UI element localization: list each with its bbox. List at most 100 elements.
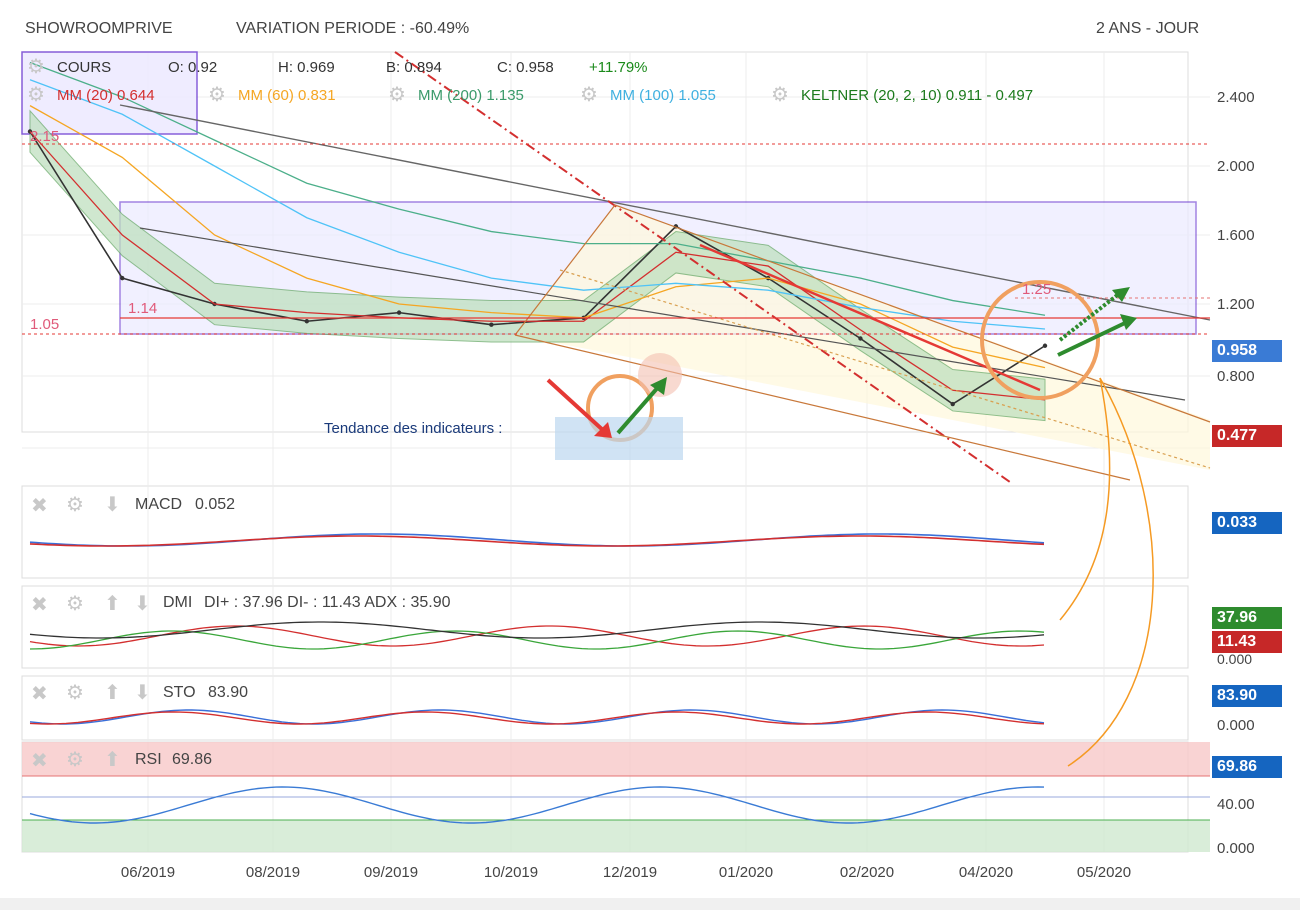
gear-icon[interactable]: ⚙ <box>66 682 84 704</box>
close-value: C: 0.958 <box>497 59 554 76</box>
arrow-down-icon[interactable]: ⬇ <box>134 682 151 704</box>
arrow-down-icon[interactable]: ⬇ <box>104 494 121 516</box>
close-icon[interactable]: ✖ <box>31 495 48 517</box>
gear-icon[interactable]: ⚙ <box>66 494 84 516</box>
y-tick: 0.000 <box>1217 717 1255 734</box>
channel-line <box>514 204 616 336</box>
open-value: O: 0.92 <box>168 59 218 76</box>
mm60-line <box>29 105 1046 369</box>
period-selector[interactable]: 2 ANS - JOUR <box>1096 20 1200 37</box>
y-tick: 2.000 <box>1217 158 1255 175</box>
sto-title: STO <box>163 684 196 701</box>
cours-label: COURS <box>57 59 112 76</box>
y-tick: 1.200 <box>1217 296 1255 313</box>
arrow-up-icon[interactable]: ⬆ <box>104 682 121 704</box>
data-point <box>1042 343 1048 348</box>
rsi-oversold-zone <box>22 820 1210 852</box>
panel-frame <box>21 675 1189 741</box>
data-point <box>950 401 955 407</box>
data-point <box>120 275 125 281</box>
green-arrow <box>1057 321 1126 357</box>
arrow-up-icon[interactable]: ⬆ <box>104 749 121 771</box>
rsi-line <box>29 786 1045 824</box>
channel-line <box>614 204 1211 423</box>
red-arrow <box>546 378 607 434</box>
rsi-value: 69.86 <box>172 751 213 768</box>
y-tick: 0.000 <box>1217 840 1255 857</box>
highlight-dot <box>638 353 682 397</box>
level-1-05: 1.05 <box>30 316 60 333</box>
macd-signal-line <box>29 535 1045 547</box>
macd-value: 0.052 <box>195 496 236 513</box>
adx-line <box>29 621 1045 639</box>
x-tick: 02/2020 <box>839 864 895 881</box>
gear-icon[interactable]: ⚙ <box>27 56 45 78</box>
sto-value: 83.90 <box>208 684 249 701</box>
bottom-bar <box>0 898 1300 910</box>
dmi-title: DMI <box>163 594 193 611</box>
di-plus-line <box>29 630 1045 650</box>
gear-icon[interactable]: ⚙ <box>580 84 598 106</box>
x-tick: 04/2020 <box>958 864 1014 881</box>
mm200-line <box>29 61 1046 316</box>
symbol-title: SHOWROOMPRIVE <box>25 20 173 37</box>
high-value: H: 0.969 <box>278 59 335 76</box>
mm20-line <box>29 131 1046 401</box>
sto-tag: 83.90 <box>1212 685 1282 707</box>
green-arrow-head <box>1112 287 1130 302</box>
green-arrow <box>1058 291 1122 342</box>
low-value: B: 0.894 <box>386 59 442 76</box>
rsi-title: RSI <box>135 751 162 768</box>
y-tick: 1.600 <box>1217 227 1255 244</box>
range-box <box>21 51 198 135</box>
arrow-down-icon[interactable]: ⬇ <box>134 593 151 615</box>
panel-frame <box>21 585 1189 669</box>
macd-tag: 0.033 <box>1212 512 1282 534</box>
close-icon[interactable]: ✖ <box>31 683 48 705</box>
resistance-dashed-line <box>394 51 1011 483</box>
sto-d-line <box>29 711 1045 725</box>
close-icon[interactable]: ✖ <box>31 750 48 772</box>
mm200-label: MM (200) 1.135 <box>418 87 524 104</box>
close-icon[interactable]: ✖ <box>31 594 48 616</box>
di-minus-line <box>29 625 1045 647</box>
trend-box <box>555 417 683 460</box>
panel-frame <box>21 485 1189 579</box>
highlight-circle <box>980 280 1100 400</box>
trend-line <box>139 227 1186 401</box>
level-2-15: 2.15 <box>30 128 60 145</box>
change-value: +11.79% <box>589 59 648 76</box>
keltner-low-tag: 0.477 <box>1212 425 1282 447</box>
last-price-tag: 0.958 <box>1212 340 1282 362</box>
x-tick: 09/2019 <box>363 864 419 881</box>
y-tick: 40.00 <box>1217 796 1255 813</box>
x-tick: 05/2020 <box>1076 864 1132 881</box>
x-tick: 12/2019 <box>602 864 658 881</box>
x-tick: 06/2019 <box>120 864 176 881</box>
keltner-band <box>29 109 1046 422</box>
arrow-up-icon[interactable]: ⬆ <box>104 593 121 615</box>
gear-icon[interactable]: ⚙ <box>208 84 226 106</box>
annotation-arrow <box>1059 377 1111 621</box>
mm60-label: MM (60) 0.831 <box>238 87 336 104</box>
gear-icon[interactable]: ⚙ <box>771 84 789 106</box>
channel-line <box>514 334 1131 481</box>
gear-icon[interactable]: ⚙ <box>66 749 84 771</box>
data-point <box>304 319 310 324</box>
data-point <box>396 310 402 315</box>
rsi-tag: 69.86 <box>1212 756 1282 778</box>
gear-icon[interactable]: ⚙ <box>66 593 84 615</box>
gear-icon[interactable]: ⚙ <box>27 84 45 106</box>
sto-k-line <box>29 709 1045 725</box>
mm100-label: MM (100) 1.055 <box>610 87 716 104</box>
dmi-values: DI+ : 37.96 DI- : 11.43 ADX : 35.90 <box>204 594 451 611</box>
y-tick: 0.800 <box>1217 368 1255 385</box>
annotation-arrow <box>1067 377 1154 767</box>
macd-title: MACD <box>135 496 183 513</box>
y-tick: 0.000 <box>1217 651 1253 667</box>
keltner-label: KELTNER (20, 2, 10) 0.911 - 0.497 <box>801 87 1034 104</box>
dmi-plus-tag: 37.96 <box>1212 607 1282 629</box>
period-variation: VARIATION PERIODE : -60.49% <box>236 20 470 37</box>
gear-icon[interactable]: ⚙ <box>388 84 406 106</box>
mm100-line <box>29 79 1046 330</box>
